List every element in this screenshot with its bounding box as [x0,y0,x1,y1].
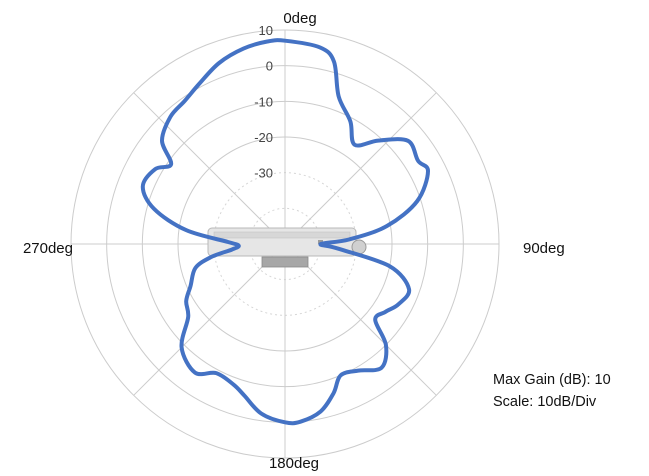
radial-tick-label: -10 [254,94,273,109]
radial-tick-label: 0 [266,59,273,74]
scale-note: Scale: 10dB/Div [493,394,597,410]
device-bracket [261,256,309,268]
angle-label-270deg: 270deg [23,240,73,257]
grid-spoke [284,243,437,396]
max-gain-note: Max Gain (dB): 10 [493,372,611,388]
radial-tick-label: -30 [254,166,273,181]
radial-tick-labels: 10 0 -10 -20 -30 [254,23,273,181]
device-image [207,227,367,268]
grid-spoke [133,92,286,245]
grid-spoke [133,243,286,396]
device-top-rail [213,231,351,239]
angle-label-90deg: 90deg [523,240,565,257]
grid-spoke [284,92,437,245]
angle-label-0deg: 0deg [283,10,316,27]
radial-tick-label: -20 [254,130,273,145]
radial-tick-label: 10 [259,23,273,38]
radiation-pattern-line [140,38,431,426]
angle-label-180deg: 180deg [269,455,319,472]
